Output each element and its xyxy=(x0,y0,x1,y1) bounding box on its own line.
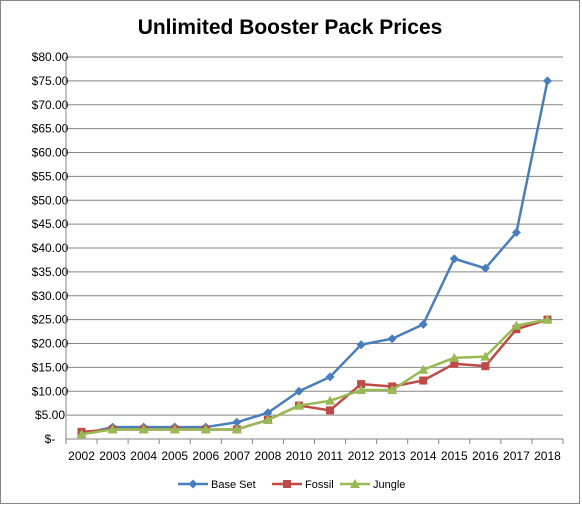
legend-item-fossil: Fossil xyxy=(272,479,334,491)
y-tick-label: $60.00 xyxy=(32,146,69,160)
data-point-jungle xyxy=(169,424,180,434)
y-tick-label: $30.00 xyxy=(32,289,69,303)
data-point-jungle xyxy=(325,395,336,405)
legend-swatch-marker xyxy=(283,480,291,488)
y-tick-label: $70.00 xyxy=(32,98,69,112)
x-tick-label: 2010 xyxy=(286,449,313,463)
chart-title: Unlimited Booster Pack Prices xyxy=(138,16,443,39)
series-line-base-set xyxy=(81,80,549,436)
y-tick-label: $80.00 xyxy=(32,50,69,64)
data-point-jungle xyxy=(387,385,398,395)
y-tick-label: $10.00 xyxy=(32,384,69,398)
x-tick-label: 2003 xyxy=(99,449,126,463)
x-tick-label: 2005 xyxy=(161,449,188,463)
y-tick-label: $40.00 xyxy=(32,241,69,255)
x-tick-label: 2004 xyxy=(130,449,157,463)
data-point-jungle xyxy=(107,424,118,434)
series-fossil xyxy=(77,315,552,436)
x-tick-label: 2006 xyxy=(192,449,219,463)
x-tick-label: 2008 xyxy=(255,449,282,463)
y-tick-label: $25.00 xyxy=(32,313,69,327)
series-layer xyxy=(76,76,553,439)
data-point-jungle xyxy=(511,320,522,330)
y-tick-label: $15.00 xyxy=(32,360,69,374)
legend-swatch-marker xyxy=(350,479,360,488)
data-point-base-set xyxy=(356,340,366,350)
y-tick-label: $50.00 xyxy=(32,193,69,207)
data-point-base-set xyxy=(418,319,428,329)
axes: $- $5.00 $10.00 $15.00 $20.00 $25.00 $30.00 $35… xyxy=(32,50,564,463)
data-point-jungle xyxy=(231,424,242,434)
x-tick-label: 2007 xyxy=(223,449,250,463)
x-tick-label: 2002 xyxy=(68,449,95,463)
data-point-jungle xyxy=(200,424,211,434)
legend-label: Base Set xyxy=(211,479,256,491)
data-point-base-set xyxy=(542,76,552,86)
data-point-jungle xyxy=(542,314,553,324)
x-tick-label: 2011 xyxy=(317,449,343,463)
legend-item-base-set: Base Set xyxy=(178,479,256,491)
data-point-jungle xyxy=(293,400,304,410)
x-tick-label: 2018 xyxy=(534,449,561,463)
data-point-base-set xyxy=(325,372,335,382)
y-tick-label: $55.00 xyxy=(32,169,69,183)
data-point-fossil xyxy=(419,376,428,385)
data-point-base-set xyxy=(263,408,273,418)
data-point-jungle xyxy=(449,352,460,362)
data-point-base-set xyxy=(480,263,490,273)
x-tick-label: 2013 xyxy=(379,449,406,463)
y-tick-label: $45.00 xyxy=(32,217,69,231)
x-tick-label: 2015 xyxy=(441,449,468,463)
legend-swatch-marker xyxy=(188,479,198,489)
series-line-jungle xyxy=(81,318,548,436)
data-point-fossil xyxy=(450,359,459,368)
y-tick-label: $65.00 xyxy=(32,122,69,136)
data-point-fossil xyxy=(326,406,335,415)
data-point-jungle xyxy=(480,351,491,361)
data-point-fossil xyxy=(357,380,366,389)
data-point-base-set xyxy=(294,386,304,396)
data-point-base-set xyxy=(511,227,521,237)
data-point-jungle xyxy=(356,385,367,395)
data-point-jungle xyxy=(76,429,87,439)
data-point-jungle xyxy=(418,364,429,374)
x-tick-label: 2017 xyxy=(503,449,530,463)
data-point-jungle xyxy=(262,414,273,424)
y-tick-label: $20.00 xyxy=(32,337,69,351)
y-tick-label: $- xyxy=(45,432,56,446)
y-tick-label: $35.00 xyxy=(32,265,69,279)
y-tick-label: $5.00 xyxy=(35,408,65,422)
series-base-set xyxy=(77,76,552,439)
x-tick-label: 2014 xyxy=(410,449,437,463)
x-tick-label: 2016 xyxy=(472,449,499,463)
legend-item-jungle: Jungle xyxy=(340,479,405,491)
data-point-base-set xyxy=(232,417,242,427)
legend: Base Set Fossil Jungle xyxy=(178,479,405,491)
legend-label: Fossil xyxy=(305,479,334,491)
data-point-fossil xyxy=(481,362,490,371)
data-point-base-set xyxy=(449,254,459,264)
legend-label: Jungle xyxy=(373,479,405,491)
data-point-jungle xyxy=(138,424,149,434)
series-jungle xyxy=(76,314,553,439)
y-tick-label: $75.00 xyxy=(32,74,69,88)
data-point-base-set xyxy=(387,334,397,344)
gridlines xyxy=(66,56,563,416)
x-tick-label: 2012 xyxy=(348,449,375,463)
